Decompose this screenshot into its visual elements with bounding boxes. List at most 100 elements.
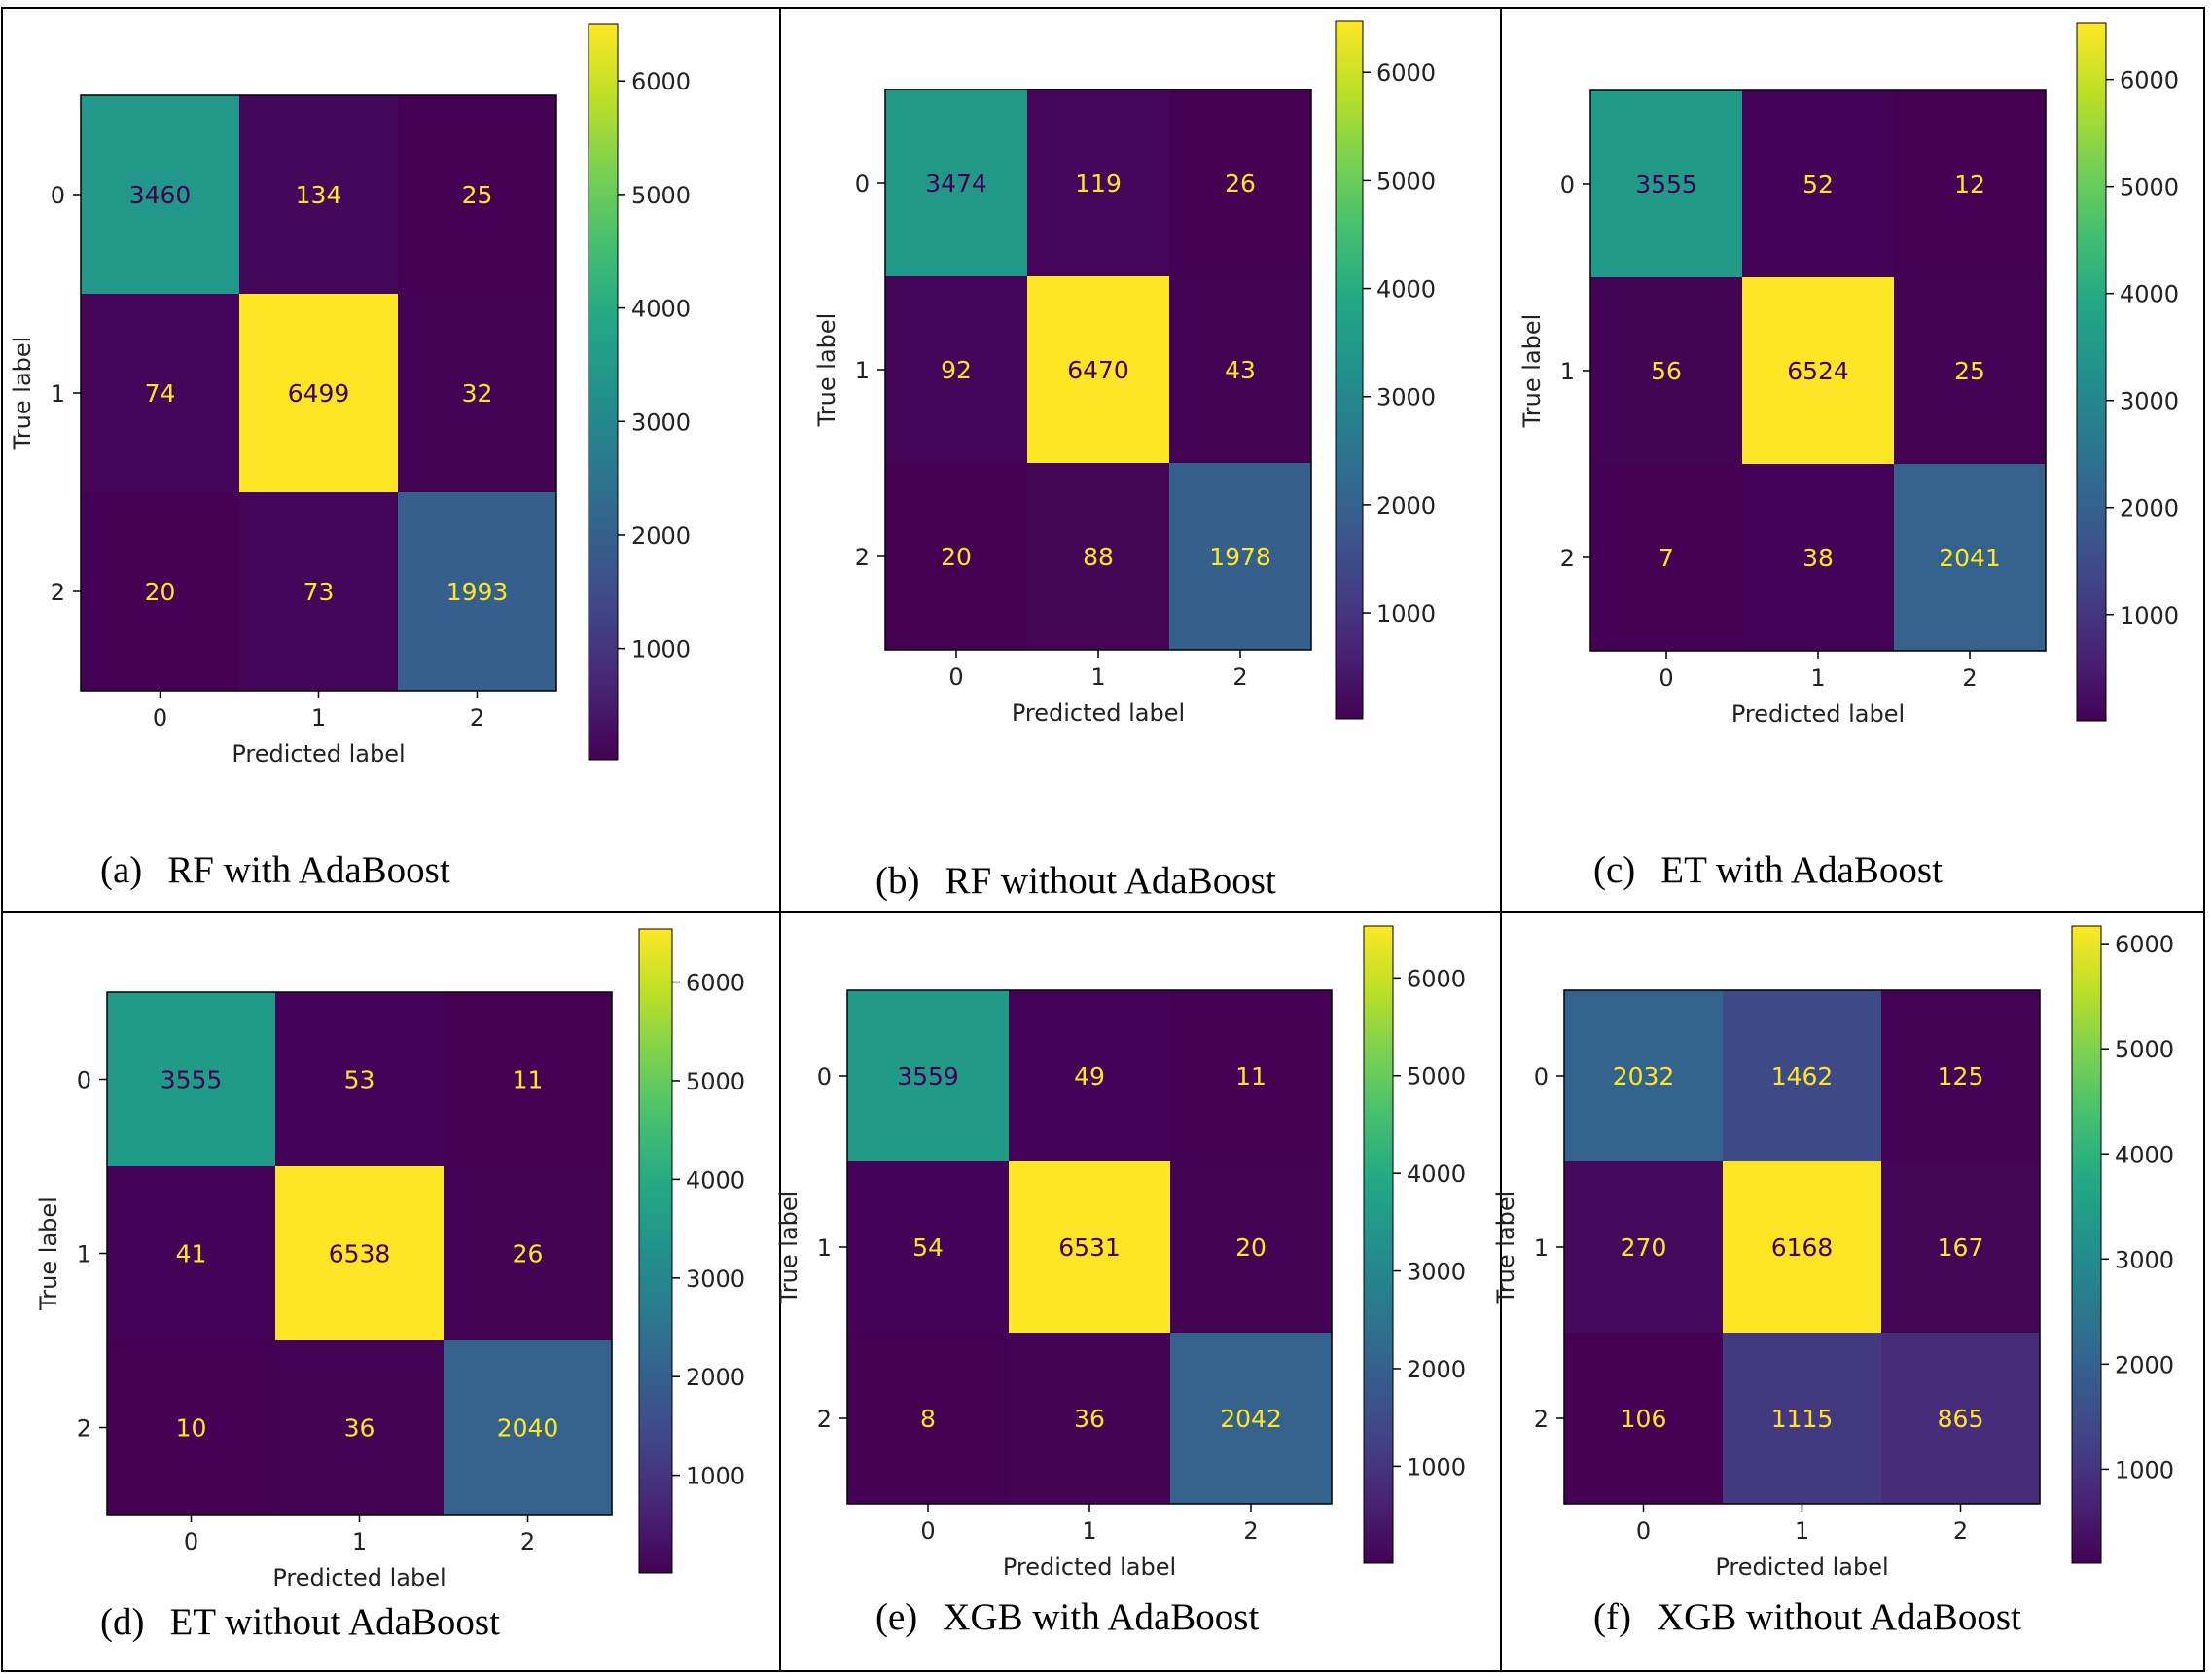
cell-value-label: 6524 <box>1787 357 1849 385</box>
cell-value-label: 6538 <box>329 1240 391 1268</box>
matrix-cell <box>239 95 398 294</box>
colorbar-tick-label: 6000 <box>631 68 691 95</box>
x-tick-label: 0 <box>153 704 167 732</box>
colorbar <box>588 23 619 761</box>
caption-tag: (f) <box>1593 1596 1631 1638</box>
matrix-cell <box>1170 990 1332 1161</box>
colorbar <box>1363 925 1394 1564</box>
colorbar-tick-label: 1000 <box>686 1463 745 1490</box>
matrix-cell <box>275 1166 444 1340</box>
cell-value-label: 38 <box>1802 544 1834 572</box>
cell-value-label: 26 <box>1225 169 1256 197</box>
matrix-cell <box>107 1340 275 1515</box>
matrix-cell <box>398 95 556 294</box>
y-tick-label: 1 <box>1534 1234 1549 1262</box>
colorbar-tick-label: 2000 <box>686 1364 745 1391</box>
matrix-cell <box>1169 89 1311 276</box>
matrix-cell <box>1894 90 2046 277</box>
panel-caption: (a) RF with AdaBoost <box>100 848 450 892</box>
cell-value-label: 1115 <box>1771 1405 1834 1433</box>
y-tick-label: 0 <box>77 1067 91 1094</box>
colorbar-tick-label: 3000 <box>2120 388 2179 415</box>
x-axis-label: Predicted label <box>1731 700 1905 728</box>
matrix-cell <box>81 492 239 691</box>
x-tick-label: 1 <box>352 1528 367 1555</box>
colorbar-tick-label: 3000 <box>686 1266 745 1293</box>
caption-tag: (b) <box>875 860 920 902</box>
colorbar-tick-label: 4000 <box>631 296 691 323</box>
x-tick-label: 1 <box>311 704 326 732</box>
matrix-cell <box>1590 90 1742 277</box>
x-tick-label: 2 <box>470 704 484 732</box>
cell-value-label: 125 <box>1938 1062 1984 1090</box>
cell-value-label: 49 <box>1074 1062 1105 1090</box>
x-tick-label: 2 <box>1232 663 1247 691</box>
colorbar-tick-label: 3000 <box>2115 1246 2174 1273</box>
y-axis-label: True label <box>775 1191 803 1305</box>
matrix-cell <box>847 1333 1009 1504</box>
cell-value-label: 6499 <box>288 379 350 408</box>
colorbar-tick-label: 4000 <box>686 1166 745 1194</box>
cell-value-label: 73 <box>303 578 335 606</box>
cell-value-label: 36 <box>344 1414 375 1443</box>
caption-text: ET with AdaBoost <box>1660 849 1943 891</box>
matrix-cell <box>1742 90 1894 277</box>
caption-text: XGB without AdaBoost <box>1656 1596 2021 1638</box>
cell-value-label: 12 <box>1954 170 1985 198</box>
x-tick-label: 0 <box>1636 1517 1651 1545</box>
matrix-cell <box>275 992 444 1166</box>
matrix-cell <box>275 1340 444 1515</box>
x-tick-label: 2 <box>1953 1517 1968 1545</box>
panel-caption: (e) XGB with AdaBoost <box>875 1595 1259 1639</box>
cell-value-label: 32 <box>462 379 493 408</box>
caption-tag: (c) <box>1593 849 1636 891</box>
colorbar-tick-label: 5000 <box>2115 1036 2174 1063</box>
cell-value-label: 2041 <box>1939 544 2001 572</box>
colorbar-tick-label: 1000 <box>631 636 691 663</box>
x-axis-label: Predicted label <box>232 740 405 768</box>
matrix-cell <box>1027 276 1169 463</box>
colorbar-tick-label: 5000 <box>1407 1063 1466 1090</box>
matrix-cell <box>1009 1333 1170 1504</box>
cell-value-label: 2032 <box>1613 1062 1675 1090</box>
colorbar-tick-label: 6000 <box>2120 67 2179 94</box>
colorbar <box>2076 22 2107 722</box>
caption-text: RF without AdaBoost <box>945 860 1276 902</box>
colorbar-tick-label: 3000 <box>1407 1259 1466 1286</box>
x-axis-label: Predicted label <box>1715 1553 1888 1581</box>
colorbar-tick-label: 2000 <box>2120 495 2179 522</box>
cell-value-label: 3474 <box>925 169 987 197</box>
caption-tag: (e) <box>875 1596 918 1638</box>
cell-value-label: 6531 <box>1058 1233 1121 1262</box>
y-tick-label: 2 <box>1534 1406 1549 1433</box>
x-tick-label: 2 <box>1962 664 1977 692</box>
colorbar-tick-label: 3000 <box>1376 384 1436 411</box>
cell-value-label: 53 <box>344 1066 375 1094</box>
cell-value-label: 3555 <box>1635 170 1697 198</box>
cell-value-label: 6168 <box>1771 1233 1834 1262</box>
cell-value-label: 10 <box>176 1414 207 1443</box>
caption-text: ET without AdaBoost <box>169 1601 500 1643</box>
y-tick-label: 1 <box>51 380 65 408</box>
cell-value-label: 865 <box>1938 1405 1984 1433</box>
cell-value-label: 3555 <box>161 1066 223 1094</box>
cell-value-label: 134 <box>296 181 342 209</box>
matrix-cell <box>444 1166 612 1340</box>
colorbar-tick-label: 2000 <box>631 522 691 550</box>
colorbar-tick-label: 4000 <box>2115 1141 2174 1168</box>
matrix-cell <box>885 276 1027 463</box>
cell-value-label: 11 <box>1235 1062 1267 1090</box>
cell-value-label: 3460 <box>129 181 192 209</box>
colorbar-tick-label: 2000 <box>1376 492 1436 519</box>
cell-value-label: 56 <box>1651 357 1682 385</box>
x-tick-label: 0 <box>1659 664 1673 692</box>
caption-text: XGB with AdaBoost <box>943 1596 1260 1638</box>
cell-value-label: 8 <box>920 1405 936 1433</box>
matrix-cell <box>1169 463 1311 650</box>
caption-tag: (d) <box>100 1601 145 1643</box>
matrix-cell <box>1009 990 1170 1161</box>
matrix-cell <box>1723 1333 1881 1504</box>
